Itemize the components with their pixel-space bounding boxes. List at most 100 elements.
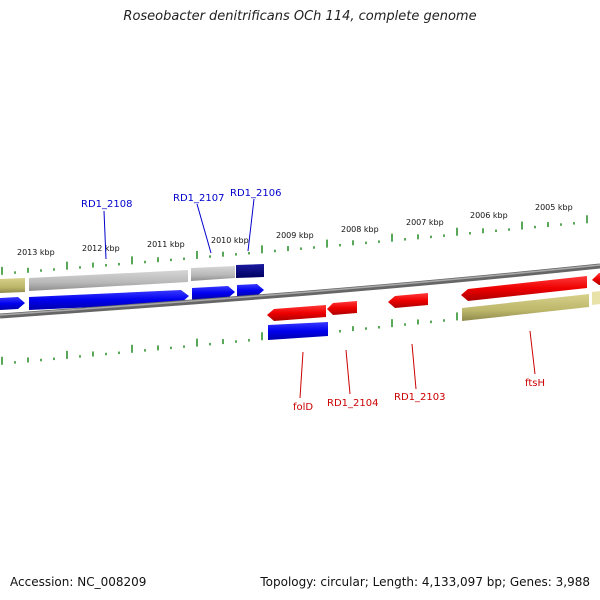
scale-tick xyxy=(183,257,185,261)
page-title: Roseobacter denitrificans OCh 114, compl… xyxy=(123,9,477,24)
scale-tick xyxy=(40,269,42,272)
reverse-gene-rd1-2103[interactable] xyxy=(388,293,428,308)
forward-label-group xyxy=(103,198,255,260)
scale-tick xyxy=(79,355,81,358)
scale-tick xyxy=(365,327,367,330)
scale-tick xyxy=(53,268,55,271)
scale-tick xyxy=(248,339,250,342)
reverse-gene-ftsh[interactable] xyxy=(461,276,587,301)
feature-row-reverse xyxy=(268,291,600,340)
gene-label-fold[interactable]: folD xyxy=(293,402,313,413)
scale-tick xyxy=(404,323,406,326)
scale-tick xyxy=(27,267,29,273)
scale-tick-major xyxy=(131,344,133,353)
scale-tick xyxy=(417,319,419,325)
scale-label: 2005 kbp xyxy=(535,203,573,212)
gene-label-ftsh[interactable]: ftsH xyxy=(525,378,545,389)
scale-tick-major xyxy=(66,350,68,359)
scale-tick xyxy=(235,340,237,343)
scale-tick xyxy=(235,253,237,256)
scale-tick-major xyxy=(391,233,393,242)
reverse-label-group xyxy=(299,330,536,399)
topology-text: Topology: circular; Length: 4,133,097 bp… xyxy=(260,575,590,589)
forward-gene-rd1-2107[interactable] xyxy=(192,286,235,300)
scale-tick xyxy=(274,249,276,253)
scale-tick-major xyxy=(456,312,458,321)
scale-tick xyxy=(534,225,536,229)
accession-text: Accession: NC_008209 xyxy=(10,575,147,589)
scale-label: 2010 kbp xyxy=(211,236,249,245)
scale-tick xyxy=(144,260,146,264)
forward-gene-rd1-2106[interactable] xyxy=(237,284,264,297)
scale-label: 2012 kbp xyxy=(82,244,120,253)
outer-scale-track xyxy=(1,215,588,275)
scale-tick xyxy=(79,266,81,269)
scale-tick xyxy=(469,232,471,235)
gene-label-rd1-2106[interactable]: RD1_2106 xyxy=(230,188,281,199)
scale-tick xyxy=(222,339,224,345)
scale-tick xyxy=(209,255,211,258)
scale-tick xyxy=(378,240,380,243)
scale-tick xyxy=(300,247,302,250)
scale-tick xyxy=(352,326,354,332)
scale-tick xyxy=(92,351,94,357)
gene-label-rd1-2108[interactable]: RD1_2108 xyxy=(81,199,132,210)
scale-tick xyxy=(443,234,445,237)
scale-tick-major xyxy=(326,239,328,248)
scale-label: 2013 kbp xyxy=(17,248,55,257)
scale-tick xyxy=(443,319,445,322)
scale-label: 2006 kbp xyxy=(470,211,508,220)
scale-tick-major xyxy=(1,356,3,365)
scale-tick-major xyxy=(196,250,198,259)
scale-tick xyxy=(378,325,380,329)
scale-tick-major xyxy=(1,266,3,275)
scale-tick-major xyxy=(261,245,263,254)
gene-label-rd1-2104[interactable]: RD1_2104 xyxy=(327,398,378,409)
forward-gene[interactable] xyxy=(0,297,25,310)
gray-feature[interactable] xyxy=(29,270,188,291)
scale-tick xyxy=(430,235,432,239)
reverse-gene-rd1-2104[interactable] xyxy=(327,301,357,315)
gray-feature[interactable] xyxy=(191,266,235,281)
scale-tick xyxy=(118,262,120,266)
forward-gene[interactable] xyxy=(29,290,189,310)
khaki-feature[interactable] xyxy=(592,291,600,305)
forward-genes xyxy=(0,284,264,310)
scale-tick xyxy=(313,246,315,249)
scale-tick xyxy=(365,241,367,245)
scale-tick xyxy=(430,320,432,324)
scale-tick xyxy=(14,361,16,364)
reverse-gene[interactable] xyxy=(592,273,600,285)
scale-tick-major xyxy=(131,256,133,265)
scale-tick xyxy=(209,342,211,346)
scale-tick xyxy=(14,271,16,274)
scale-tick xyxy=(339,243,341,247)
navy-feature[interactable] xyxy=(236,264,264,278)
scale-tick xyxy=(352,240,354,246)
reverse-genes xyxy=(267,273,600,321)
scale-label: 2009 kbp xyxy=(276,231,314,240)
scale-tick xyxy=(404,238,406,241)
scale-tick xyxy=(118,351,120,355)
gene-label-rd1-2103[interactable]: RD1_2103 xyxy=(394,392,445,403)
blue-feature[interactable] xyxy=(268,322,328,340)
scale-tick xyxy=(170,346,172,350)
scale-tick xyxy=(248,251,250,255)
scale-label: 2008 kbp xyxy=(341,225,379,234)
scale-tick xyxy=(508,228,510,231)
scale-tick xyxy=(183,345,185,348)
scale-tick xyxy=(53,357,55,361)
reverse-gene-fold[interactable] xyxy=(267,305,326,321)
scale-tick xyxy=(495,229,497,233)
scale-tick-major xyxy=(456,227,458,236)
khaki-feature[interactable] xyxy=(462,294,589,321)
scale-tick xyxy=(27,357,29,363)
scale-tick xyxy=(547,222,549,228)
scale-tick-major xyxy=(66,261,68,270)
gene-label-rd1-2107[interactable]: RD1_2107 xyxy=(173,193,224,204)
scale-tick xyxy=(170,258,172,262)
khaki-feature[interactable] xyxy=(0,278,25,293)
scale-tick-major xyxy=(521,221,523,230)
